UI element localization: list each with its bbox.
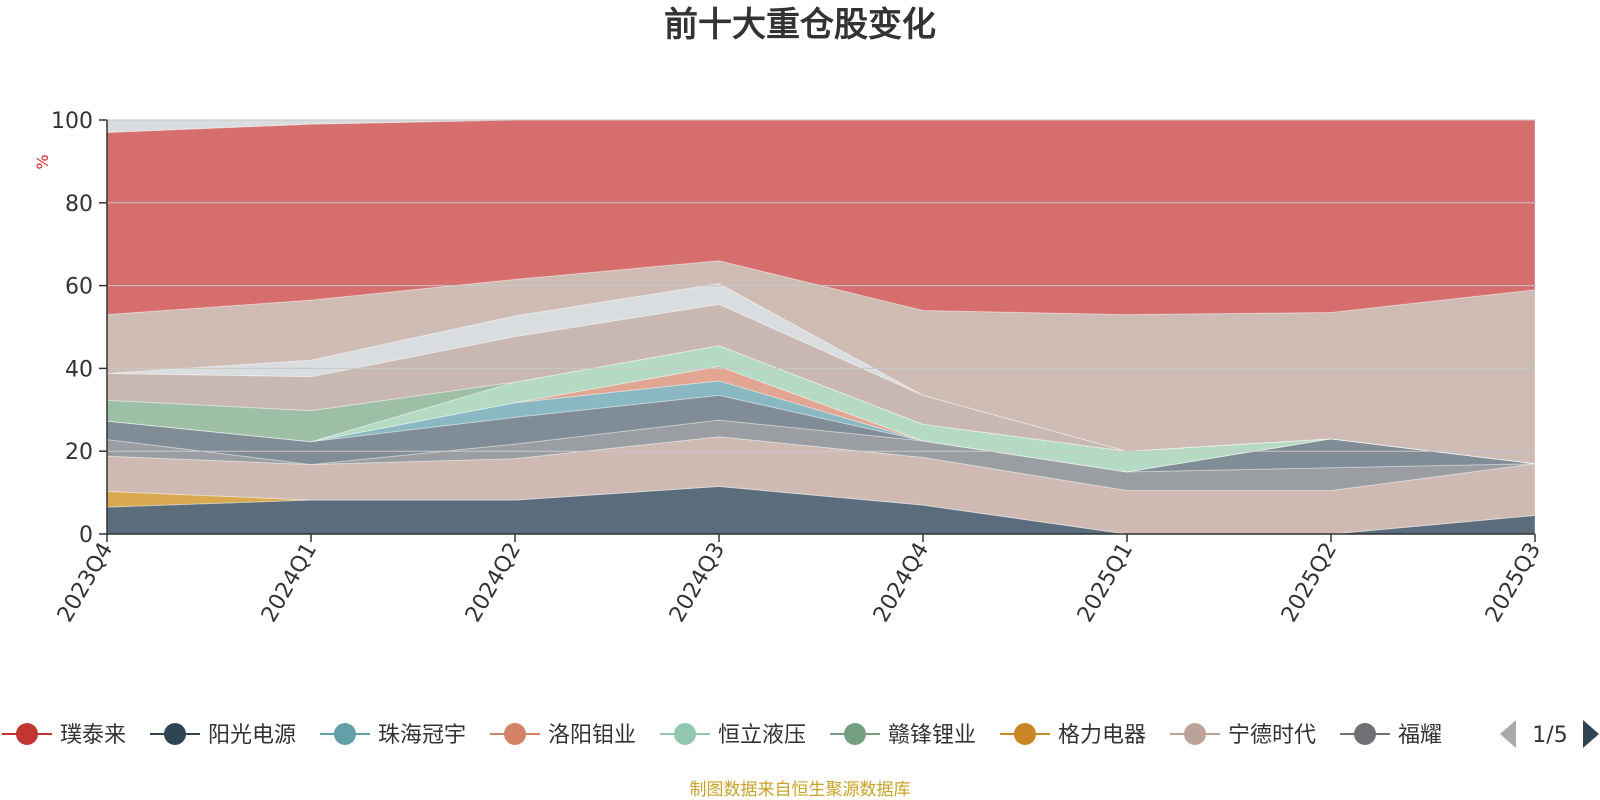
legend-item-洛阳钼业[interactable]: 洛阳钼业 [490,723,636,748]
y-tick-label-20: 20 [65,440,93,465]
x-tick-label-2024Q4: 2024Q4 [869,539,934,627]
legend-label: 珠海冠宇 [378,723,466,748]
legend-label: 恒立液压 [718,723,806,748]
x-tick-label-2025Q2: 2025Q2 [1277,539,1342,627]
legend-item-璞泰来[interactable]: 璞泰来 [2,723,126,748]
legend-label: 阳光电源 [208,723,296,748]
legend-label: 宁德时代 [1228,723,1316,748]
legend-item-珠海冠宇[interactable]: 珠海冠宇 [320,723,466,748]
y-axis-unit: % [33,154,52,169]
legend-marker [504,723,526,745]
legend-prev-arrow-icon[interactable] [1500,720,1516,748]
legend-item-福耀[interactable]: 福耀 [1340,723,1442,748]
legend-marker [1184,723,1206,745]
legend-pager: 1/5 [1532,723,1567,748]
y-tick-label-0: 0 [79,523,93,548]
x-tick-label-2023Q4: 2023Q4 [53,539,118,627]
legend-item-格力电器[interactable]: 格力电器 [1000,723,1146,748]
legend-item-赣锋锂业[interactable]: 赣锋锂业 [830,723,976,748]
legend-marker [164,723,186,745]
x-tick-label-2024Q3: 2024Q3 [665,539,730,627]
legend-marker [16,723,38,745]
legend-item-阳光电源[interactable]: 阳光电源 [150,723,296,748]
legend-item-恒立液压[interactable]: 恒立液压 [660,723,806,748]
legend-items: 璞泰来 阳光电源 珠海冠宇 洛阳钼业 恒立液压 赣锋锂业 格力电器 宁德时代 福耀 [2,723,1442,748]
gridlines [107,119,1535,452]
y-tick-label-100: 100 [51,109,93,134]
y-tick-label-60: 60 [65,275,93,300]
legend-label: 赣锋锂业 [888,723,976,748]
legend[interactable]: 璞泰来 阳光电源 珠海冠宇 洛阳钼业 恒立液压 赣锋锂业 格力电器 宁德时代 福耀 1/5 [2,720,1599,748]
legend-item-宁德时代[interactable]: 宁德时代 [1170,723,1316,748]
legend-label: 福耀 [1398,723,1442,748]
legend-next-arrow-icon[interactable] [1583,720,1599,748]
x-tick-label-2024Q1: 2024Q1 [257,539,322,627]
data-source-note: 制图数据来自恒生聚源数据库 [690,780,911,800]
legend-label: 璞泰来 [60,723,126,748]
chart-title: 前十大重仓股变化 [664,5,936,45]
y-tick-label-80: 80 [65,192,93,217]
legend-label: 格力电器 [1058,723,1146,748]
x-tick-label-2024Q2: 2024Q2 [461,539,526,627]
area-layers [106,119,1536,535]
legend-marker [674,723,696,745]
y-tick-label-40: 40 [65,357,93,382]
x-tick-label-2025Q1: 2025Q1 [1073,539,1138,627]
legend-marker [1354,723,1376,745]
legend-marker [844,723,866,745]
legend-marker [1014,723,1036,745]
x-tick-label-2025Q3: 2025Q3 [1481,539,1546,627]
legend-marker [334,723,356,745]
legend-label: 洛阳钼业 [548,723,636,748]
area-宏发股份[interactable] [106,419,1536,492]
